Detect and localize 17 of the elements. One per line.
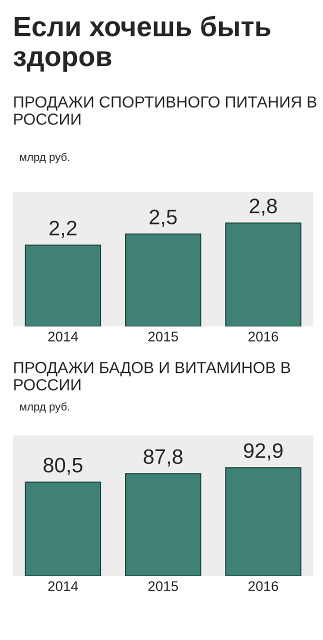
chart-title: Если хочешь быть здоров xyxy=(14,16,270,72)
data-label: 2,2 xyxy=(50,220,76,238)
data-label: 2,5 xyxy=(150,210,177,227)
data-label: 92,9 xyxy=(244,443,283,460)
x-tick-label: 2016 xyxy=(248,581,278,592)
chart-title: ПРОДАЖИ БАДОВ И ВИТАМИНОВ В РОССИИ xyxy=(14,362,290,390)
chart-subtitle: ПРОДАЖИ СПОРТИВНОГО ПИТАНИЯ В РОССИИ xyxy=(14,96,316,125)
x-tick-label: 2015 xyxy=(148,332,178,342)
x-tick-label: 2014 xyxy=(48,332,78,342)
data-label: 2,8 xyxy=(250,198,277,216)
x-tick-label: 2015 xyxy=(148,581,178,592)
x-tick-label: 2014 xyxy=(48,581,78,592)
data-label: 87,8 xyxy=(144,449,182,466)
data-label: 80,5 xyxy=(44,458,82,475)
y-axis-title: млрд руб. xyxy=(20,152,70,164)
x-tick-label: 2016 xyxy=(248,332,278,342)
y-axis-title: млрд руб. xyxy=(20,402,70,413)
